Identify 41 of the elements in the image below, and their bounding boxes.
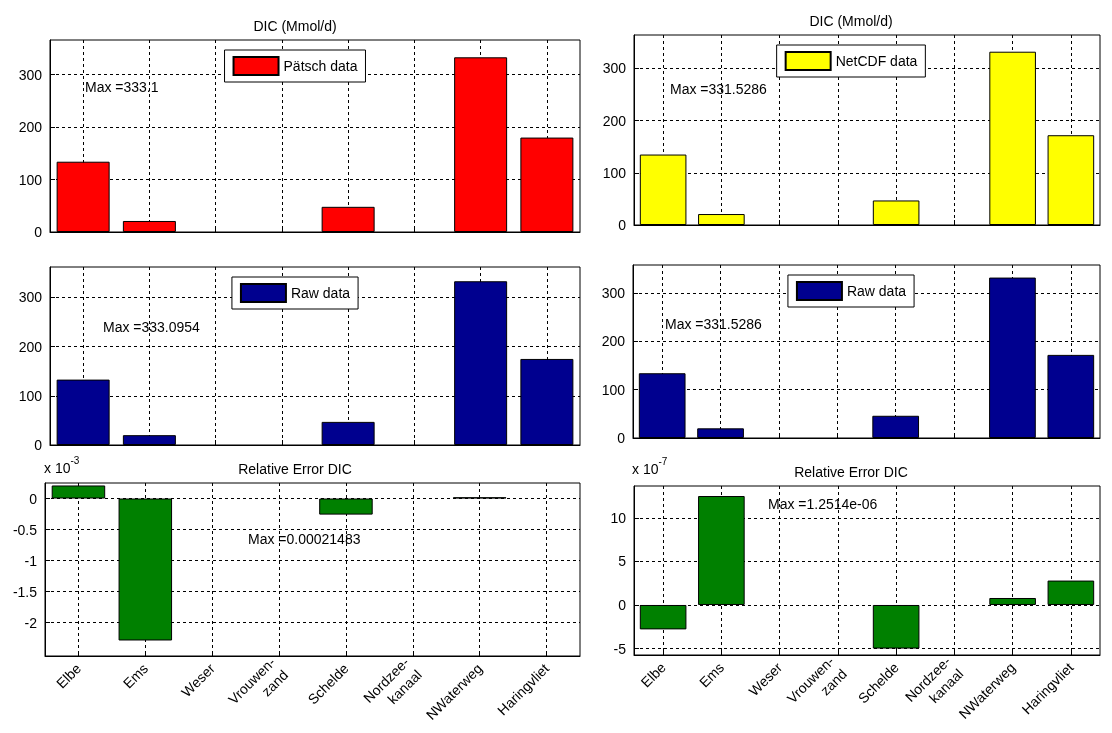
y-tick-label: 200 (18, 119, 43, 136)
legend-label: Pätsch data (283, 58, 358, 74)
y-tick-label: -5 (613, 640, 627, 657)
y-tick-label: 0 (29, 490, 38, 507)
y-tick-label: 5 (618, 553, 627, 570)
y-tick-label: -0.5 (12, 521, 38, 538)
y-tick-label: 200 (18, 338, 43, 355)
y-tick-label: 0 (617, 430, 626, 446)
y-tick-label: 300 (18, 66, 43, 83)
y-tick-label: -2 (24, 614, 38, 631)
y-tick-label: 300 (18, 289, 43, 306)
y-tick-label: 200 (602, 112, 627, 129)
chart-title: DIC (Mmol/d) (253, 18, 337, 34)
y-tick-label: 0 (618, 217, 627, 233)
y-tick-label: 0 (618, 596, 627, 613)
y-tick-label: 200 (601, 333, 626, 350)
chart-title: Relative Error DIC (238, 461, 352, 477)
y-tick-label: 100 (602, 164, 627, 181)
chart-title: DIC (Mmol/d) (809, 13, 893, 29)
y-tick-label: 300 (601, 285, 626, 302)
legend-label: NetCDF data (835, 53, 918, 69)
legend-label: Raw data (846, 283, 907, 299)
annotation: Max =1.2514e-06 (768, 496, 878, 512)
annotation: Max =333.1 (85, 79, 159, 95)
y-tick-label: 100 (601, 381, 626, 398)
annotation: Max =331.5286 (665, 316, 763, 332)
y-tick-label: 0 (34, 224, 43, 240)
annotation: Max =0.00021483 (248, 531, 361, 547)
x-tick-label: Elbe (52, 660, 85, 692)
y-tick-label: 100 (18, 171, 43, 188)
chart-title: Relative Error DIC (794, 464, 908, 480)
y-tick-label: 0 (34, 437, 43, 453)
y-tick-label: -1 (24, 552, 38, 569)
legend-label: Raw data (290, 285, 351, 301)
y-tick-label: -1.5 (12, 583, 38, 600)
y-tick-label: 300 (602, 60, 627, 77)
annotation: Max =333.0954 (103, 319, 201, 335)
y-tick-label: 10 (610, 509, 627, 526)
x-tick-label: Ems (695, 659, 728, 691)
annotation: Max =331.5286 (670, 81, 768, 97)
y-tick-label: 100 (18, 387, 43, 404)
